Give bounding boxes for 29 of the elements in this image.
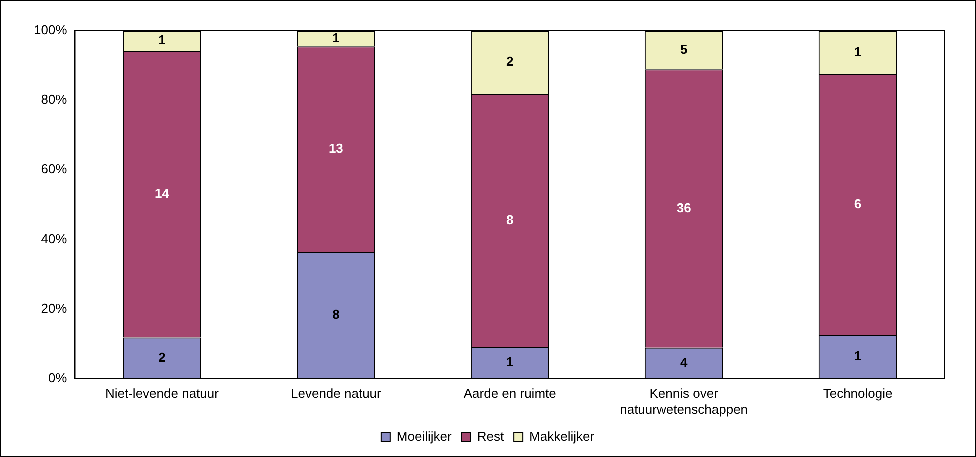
x-tick-label: Kennis over natuurwetenschappen: [620, 386, 748, 417]
y-tick-label: 80%: [41, 92, 68, 108]
legend-label: Makkelijker: [530, 429, 596, 444]
annotation: 13: [328, 141, 344, 156]
annotation: 1: [506, 354, 514, 370]
annotation: 2: [158, 350, 166, 365]
annotation: 2: [506, 54, 514, 70]
y-tick-label: 100%: [34, 22, 68, 38]
x-tick-label: Technologie: [823, 386, 893, 402]
annotation: 4: [680, 354, 688, 370]
annotation: 1: [854, 44, 862, 60]
y-tick-label: 20%: [41, 300, 68, 316]
annotation: 5: [680, 42, 688, 57]
annotation: 1: [158, 32, 166, 48]
annotation: 36: [676, 200, 692, 216]
y-tick-label: 60%: [41, 162, 68, 177]
legend-label: Rest: [477, 429, 504, 444]
annotation: 8: [506, 212, 514, 228]
x-tick-label: Niet-levende natuur: [105, 386, 220, 402]
annotation: 14: [154, 186, 170, 202]
annotation: 1: [854, 348, 862, 364]
y-tick-label: 40%: [41, 231, 68, 246]
annotation: 6: [854, 196, 862, 212]
y-tick-label: 0%: [48, 370, 68, 386]
annotation: 8: [332, 307, 340, 322]
x-tick-label: Aarde en ruimte: [464, 386, 556, 402]
annotation: 1: [332, 30, 340, 46]
legend-label: Moeilijker: [396, 429, 452, 444]
x-tick-label: Levende natuur: [290, 386, 382, 402]
